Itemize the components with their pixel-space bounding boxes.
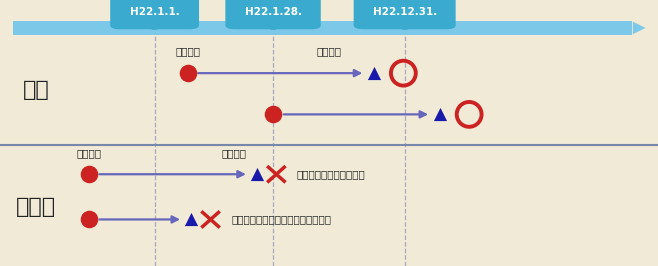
Point	[368, 71, 379, 75]
Point	[84, 217, 94, 222]
Text: H22.1.1.: H22.1.1.	[130, 7, 180, 17]
FancyBboxPatch shape	[225, 0, 321, 29]
FancyBboxPatch shape	[110, 0, 199, 29]
Text: 対象外: 対象外	[16, 197, 56, 218]
Point	[398, 71, 409, 75]
Point	[251, 172, 262, 176]
Point	[182, 71, 193, 75]
Point	[464, 112, 474, 117]
Point	[434, 112, 445, 117]
Point	[186, 217, 196, 222]
FancyBboxPatch shape	[13, 21, 632, 35]
Text: 工事着手: 工事着手	[175, 46, 200, 56]
Text: 補正予算成立日前の工事完了のため: 補正予算成立日前の工事完了のため	[232, 214, 332, 225]
Point	[84, 172, 94, 176]
Text: 対象期間前の着手のため: 対象期間前の着手のため	[296, 169, 365, 179]
Text: H22.12.31.: H22.12.31.	[372, 7, 437, 17]
Point	[268, 112, 278, 117]
FancyBboxPatch shape	[354, 0, 455, 29]
Text: 工事完了: 工事完了	[316, 46, 342, 56]
Text: 工事完了: 工事完了	[221, 148, 246, 158]
Text: 工事着手: 工事着手	[76, 148, 101, 158]
Text: H22.1.28.: H22.1.28.	[245, 7, 301, 17]
Text: 対象: 対象	[23, 80, 49, 101]
